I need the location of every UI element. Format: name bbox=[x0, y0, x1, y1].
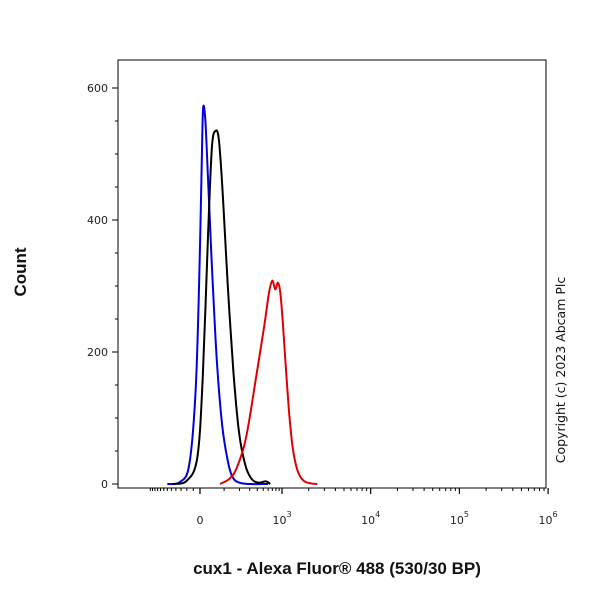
x-tick-label: 105 bbox=[450, 510, 469, 527]
x-axis-title: cux1 - Alexa Fluor® 488 (530/30 BP) bbox=[193, 559, 481, 578]
x-tick-label: 0 bbox=[197, 514, 204, 527]
x-tick-label: 103 bbox=[272, 510, 291, 527]
series-line-2 bbox=[219, 279, 318, 485]
minor-ticks bbox=[115, 120, 545, 491]
x-tick-label: 104 bbox=[361, 510, 380, 527]
plot-frame bbox=[117, 59, 547, 489]
series-layer bbox=[167, 104, 318, 486]
series-line-0 bbox=[167, 104, 269, 486]
y-tick-label: 600 bbox=[87, 82, 108, 95]
y-tick-label: 200 bbox=[87, 346, 108, 359]
y-axis-title: Count bbox=[11, 247, 30, 296]
copyright-text: Copyright (c) 2023 Abcam Plc bbox=[553, 277, 568, 464]
x-axis: 0 103 104 105 106 bbox=[197, 488, 558, 527]
y-tick-label: 0 bbox=[101, 478, 108, 491]
x-tick-label: 106 bbox=[539, 510, 558, 527]
y-axis: 0 200 400 600 bbox=[87, 82, 118, 491]
y-tick-label: 400 bbox=[87, 214, 108, 227]
series-line-1 bbox=[171, 129, 271, 485]
